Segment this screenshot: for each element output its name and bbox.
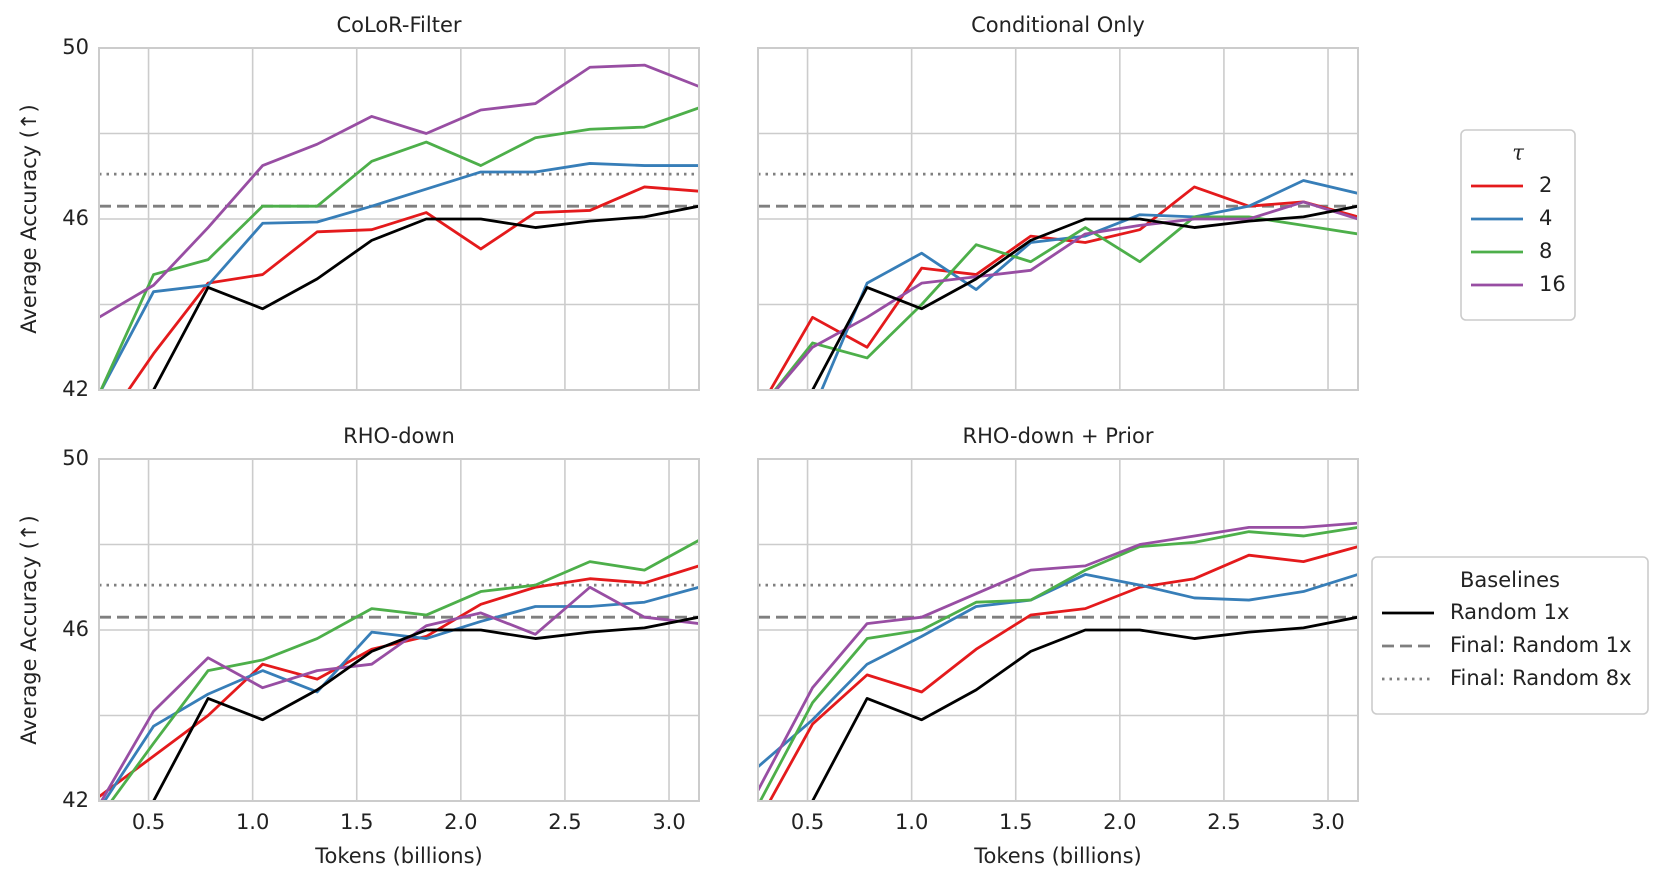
axes-frame — [98, 458, 700, 802]
x-tick-label: 3.0 — [1311, 810, 1344, 834]
legend-label: 16 — [1539, 272, 1566, 296]
x-tick-label: 2.5 — [1207, 810, 1240, 834]
x-tick-label: 1.5 — [999, 810, 1032, 834]
data-line — [126, 185, 699, 390]
x-axis-label: Tokens (billions) — [314, 844, 483, 868]
data-line — [99, 106, 699, 390]
data-line — [99, 585, 699, 801]
legend-label: 8 — [1539, 239, 1552, 263]
axes-frame — [757, 47, 1359, 391]
plot-area — [758, 521, 1358, 801]
plot-area — [758, 172, 1358, 390]
data-line — [758, 521, 1358, 791]
data-line — [102, 585, 699, 801]
legend-label: Final: Random 1x — [1450, 633, 1632, 657]
panel-title: Conditional Only — [971, 13, 1145, 37]
legend-title: Baselines — [1460, 568, 1560, 592]
legend-label: 2 — [1539, 173, 1552, 197]
data-line — [773, 215, 1358, 390]
x-tick-label: 2.5 — [548, 810, 581, 834]
legend-box — [1371, 556, 1649, 715]
y-tick-label: 42 — [62, 788, 89, 812]
legend-label: Random 1x — [1450, 600, 1569, 624]
y-tick-label: 50 — [62, 35, 89, 59]
x-tick-label: 2.0 — [1103, 810, 1136, 834]
data-line — [810, 204, 1358, 390]
data-line — [820, 179, 1358, 390]
x-axis-label: Tokens (billions) — [973, 844, 1142, 868]
y-tick-label: 46 — [62, 206, 89, 230]
y-tick-label: 46 — [62, 617, 89, 641]
data-line — [768, 545, 1358, 801]
y-axis-label: Average Accuracy (↑) — [17, 104, 41, 333]
plot-area — [99, 538, 699, 801]
data-line — [99, 162, 699, 390]
y-tick-label: 50 — [62, 446, 89, 470]
legend-label: Final: Random 8x — [1450, 666, 1632, 690]
panel-title: RHO-down + Prior — [963, 424, 1154, 448]
y-tick-label: 42 — [62, 377, 89, 401]
data-line — [99, 564, 699, 798]
x-tick-label: 1.0 — [895, 810, 928, 834]
legend-title: τ — [1512, 141, 1524, 165]
data-line — [109, 538, 699, 801]
panel-title: CoLoR-Filter — [336, 13, 461, 37]
panel-title: RHO-down — [343, 424, 455, 448]
x-tick-label: 1.5 — [340, 810, 373, 834]
data-line — [810, 615, 1358, 801]
data-line — [758, 526, 1358, 801]
data-line — [774, 200, 1358, 390]
plot-area — [99, 63, 699, 390]
x-tick-label: 2.0 — [444, 810, 477, 834]
data-line — [151, 615, 699, 801]
x-tick-label: 3.0 — [652, 810, 685, 834]
data-line — [99, 63, 699, 319]
data-line — [151, 204, 699, 390]
legend-box — [1460, 129, 1576, 321]
axes-frame — [98, 47, 700, 391]
x-tick-label: 0.5 — [791, 810, 824, 834]
y-axis-label: Average Accuracy (↑) — [17, 515, 41, 744]
x-tick-label: 1.0 — [236, 810, 269, 834]
axes-frame — [757, 458, 1359, 802]
legend-label: 4 — [1539, 206, 1552, 230]
x-tick-label: 0.5 — [132, 810, 165, 834]
data-line — [758, 573, 1358, 768]
